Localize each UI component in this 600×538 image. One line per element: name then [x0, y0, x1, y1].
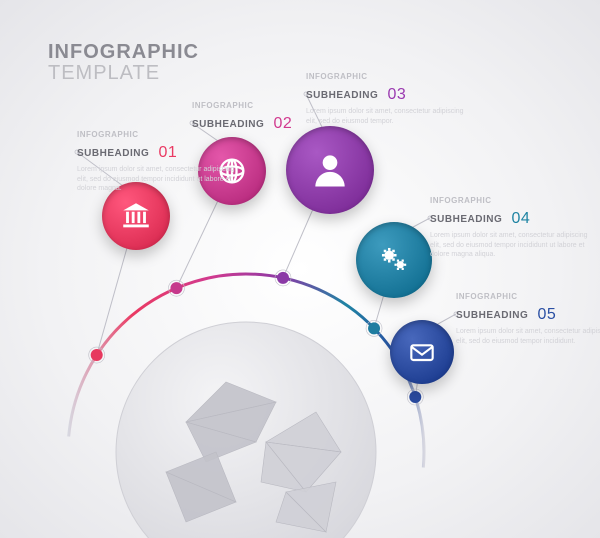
arc-dot: [277, 272, 289, 284]
label-small: INFOGRAPHIC: [306, 72, 471, 83]
label-lorem: Lorem ipsum dolor sit amet, consectetur …: [456, 327, 600, 346]
label-lorem: Lorem ipsum dolor sit amet, consectetur …: [306, 107, 471, 126]
label-number: 01: [159, 144, 178, 161]
node-label: INFOGRAPHIC SUBHEADING 04 Lorem ipsum do…: [430, 196, 595, 260]
person-icon: [308, 148, 352, 192]
node-label: INFOGRAPHIC SUBHEADING 01 Lorem ipsum do…: [77, 130, 242, 194]
label-small: INFOGRAPHIC: [430, 196, 595, 207]
arc-dot: [170, 282, 182, 294]
label-number: 02: [274, 115, 293, 132]
node-label: INFOGRAPHIC SUBHEADING 05 Lorem ipsum do…: [456, 292, 600, 346]
node-label: INFOGRAPHIC SUBHEADING 03 Lorem ipsum do…: [306, 72, 471, 126]
diagram-svg: [0, 0, 600, 538]
arc-dot: [368, 322, 380, 334]
arc-dot: [409, 391, 421, 403]
globe: [116, 322, 376, 538]
node-circle: [390, 320, 454, 384]
label-number: 03: [388, 86, 407, 103]
label-sub: SUBHEADING 01: [77, 141, 242, 163]
label-lorem: Lorem ipsum dolor sit amet, consectetur …: [77, 165, 242, 193]
gears-icon: [375, 241, 413, 279]
label-sub: SUBHEADING 05: [456, 303, 600, 325]
node-circle: [356, 222, 432, 298]
mail-icon: [406, 336, 438, 368]
label-number: 05: [538, 306, 557, 323]
pillar-icon: [119, 199, 153, 233]
infographic-stage: INFOGRAPHIC TEMPLATE INFOGRAPHIC SUBHEAD…: [0, 0, 600, 538]
label-small: INFOGRAPHIC: [456, 292, 600, 303]
label-number: 04: [512, 210, 531, 227]
label-sub: SUBHEADING 04: [430, 207, 595, 229]
arc-dot: [91, 349, 103, 361]
label-sub: SUBHEADING 03: [306, 83, 471, 105]
label-lorem: Lorem ipsum dolor sit amet, consectetur …: [430, 231, 595, 259]
node-circle: [286, 126, 374, 214]
